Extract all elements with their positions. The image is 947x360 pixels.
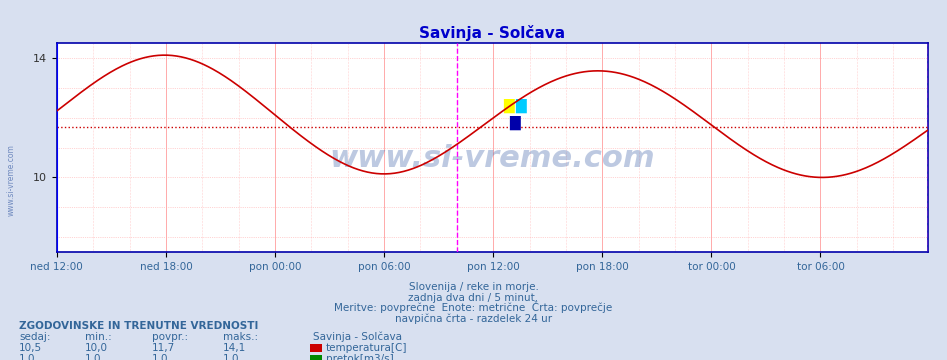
Text: 1,0: 1,0 — [152, 354, 168, 360]
Text: 10,0: 10,0 — [85, 343, 108, 353]
Text: 14,1: 14,1 — [223, 343, 246, 353]
Text: navpična črta - razdelek 24 ur: navpična črta - razdelek 24 ur — [395, 314, 552, 324]
Text: ZGODOVINSKE IN TRENUTNE VREDNOSTI: ZGODOVINSKE IN TRENUTNE VREDNOSTI — [19, 321, 259, 332]
Text: sedaj:: sedaj: — [19, 332, 50, 342]
Text: pretok[m3/s]: pretok[m3/s] — [326, 354, 394, 360]
Text: █: █ — [503, 99, 513, 113]
Text: zadnja dva dni / 5 minut.: zadnja dva dni / 5 minut. — [408, 293, 539, 303]
Text: Savinja - Solčava: Savinja - Solčava — [313, 332, 402, 342]
Text: Meritve: povprečne  Enote: metrične  Črta: povprečje: Meritve: povprečne Enote: metrične Črta:… — [334, 301, 613, 314]
Text: █: █ — [515, 99, 526, 113]
Text: █: █ — [509, 116, 520, 130]
Text: 11,7: 11,7 — [152, 343, 175, 353]
Text: www.si-vreme.com: www.si-vreme.com — [330, 144, 655, 172]
Text: 1,0: 1,0 — [85, 354, 101, 360]
Text: Slovenija / reke in morje.: Slovenija / reke in morje. — [408, 282, 539, 292]
Title: Savinja - Solčava: Savinja - Solčava — [420, 24, 565, 41]
Text: maks.:: maks.: — [223, 332, 258, 342]
Text: min.:: min.: — [85, 332, 112, 342]
Text: 1,0: 1,0 — [223, 354, 239, 360]
Text: temperatura[C]: temperatura[C] — [326, 343, 407, 353]
Text: www.si-vreme.com: www.si-vreme.com — [7, 144, 16, 216]
Text: 10,5: 10,5 — [19, 343, 42, 353]
Text: povpr.:: povpr.: — [152, 332, 188, 342]
Text: 1,0: 1,0 — [19, 354, 35, 360]
